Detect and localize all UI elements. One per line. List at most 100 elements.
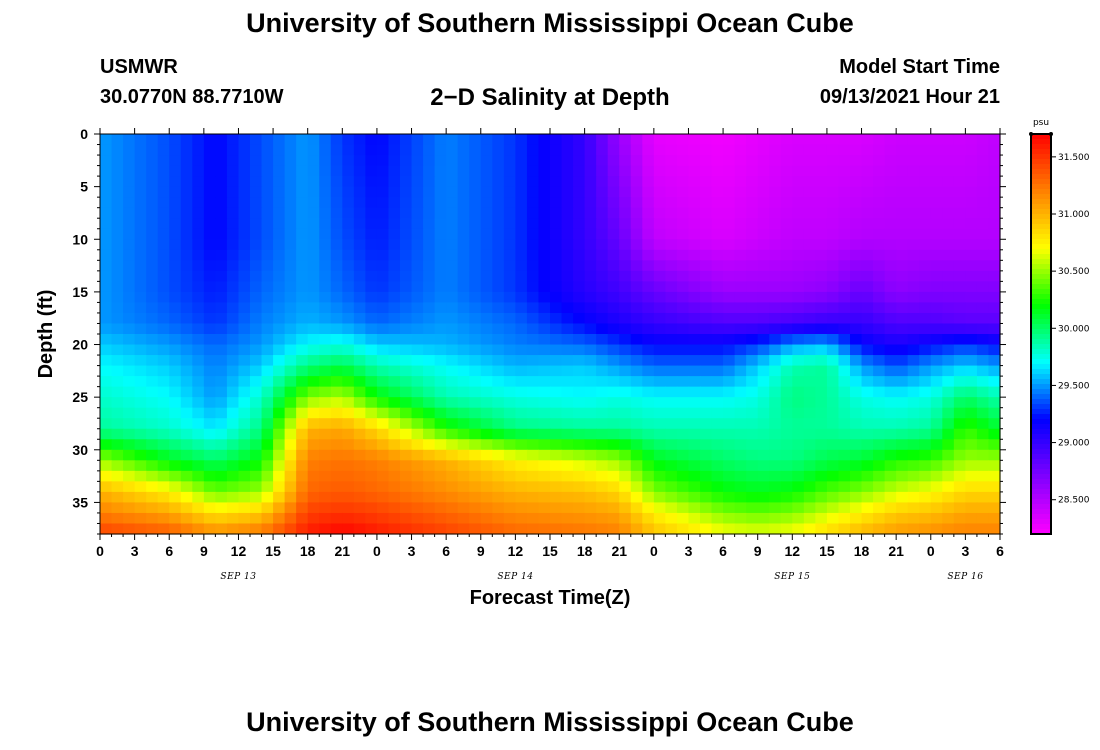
heatmap-cell xyxy=(676,449,690,461)
heatmap-cell xyxy=(123,134,136,146)
heatmap-cell xyxy=(457,397,470,409)
heatmap-cell xyxy=(803,155,816,167)
heatmap-cell xyxy=(284,260,297,272)
heatmap-cell xyxy=(861,386,874,398)
colorbar-segment xyxy=(1031,434,1051,440)
heatmap-cell xyxy=(446,449,459,461)
heatmap-cell xyxy=(953,302,966,314)
heatmap-cell xyxy=(157,291,170,304)
heatmap-cell xyxy=(284,418,297,430)
heatmap-cell xyxy=(192,197,205,209)
heatmap-cell xyxy=(503,407,516,419)
heatmap-cell xyxy=(423,260,436,272)
heatmap-cell xyxy=(307,365,320,377)
heatmap-cell xyxy=(215,334,228,346)
heatmap-cell xyxy=(596,291,609,304)
heatmap-cell xyxy=(123,228,136,240)
heatmap-cell xyxy=(873,449,886,461)
heatmap-cell xyxy=(342,334,355,346)
heatmap-cell xyxy=(630,323,643,335)
heatmap-cell xyxy=(123,323,136,335)
heatmap-cell xyxy=(111,323,124,335)
heatmap-cell xyxy=(526,312,540,325)
heatmap-cell xyxy=(526,439,540,451)
heatmap-cell xyxy=(769,302,782,314)
heatmap-cell xyxy=(469,334,482,346)
heatmap-cell xyxy=(561,512,574,525)
heatmap-cell xyxy=(365,470,378,482)
heatmap-cell xyxy=(365,260,378,272)
heatmap-cell xyxy=(942,312,955,325)
heatmap-cell xyxy=(538,186,551,198)
heatmap-cell xyxy=(434,228,447,240)
heatmap-cell xyxy=(746,291,759,304)
heatmap-cell xyxy=(342,270,355,282)
heatmap-cell xyxy=(457,134,470,146)
heatmap-cell xyxy=(330,197,343,209)
heatmap-cell xyxy=(688,270,701,282)
heatmap-cell xyxy=(203,197,216,209)
heatmap-cell xyxy=(676,312,690,325)
heatmap-cell xyxy=(584,323,597,335)
heatmap-cell xyxy=(711,270,724,282)
heatmap-cell xyxy=(769,291,782,304)
heatmap-cell xyxy=(596,270,609,282)
heatmap-cell xyxy=(180,207,193,219)
heatmap-cell xyxy=(873,344,886,356)
heatmap-cell xyxy=(446,239,459,251)
heatmap-cell xyxy=(480,365,493,377)
heatmap-cell xyxy=(700,460,713,472)
heatmap-cell xyxy=(953,386,966,398)
heatmap-cell xyxy=(711,207,724,219)
heatmap-cell xyxy=(561,376,574,388)
heatmap-cell xyxy=(365,165,378,177)
heatmap-cell xyxy=(723,249,736,261)
heatmap-cell xyxy=(988,449,1001,461)
colorbar-segment xyxy=(1031,389,1051,395)
colorbar-segment xyxy=(1031,334,1051,340)
heatmap-cell xyxy=(838,291,851,304)
heatmap-cell xyxy=(896,323,909,335)
heatmap-cell xyxy=(353,386,366,398)
heatmap-cell xyxy=(826,134,840,146)
heatmap-cell xyxy=(976,249,990,261)
heatmap-cell xyxy=(757,407,770,419)
heatmap-cell xyxy=(192,449,205,461)
heatmap-cell xyxy=(226,260,240,272)
heatmap-cell xyxy=(307,470,320,482)
heatmap-cell xyxy=(700,344,713,356)
heatmap-cell xyxy=(607,176,620,188)
heatmap-cell xyxy=(584,281,597,293)
heatmap-cell xyxy=(123,312,136,325)
heatmap-cell xyxy=(388,312,401,325)
heatmap-cell xyxy=(411,228,424,240)
heatmap-cell xyxy=(180,323,193,335)
heatmap-cell xyxy=(215,165,228,177)
heatmap-cell xyxy=(250,134,263,146)
heatmap-cell xyxy=(238,502,251,514)
heatmap-cell xyxy=(953,291,966,304)
heatmap-cell xyxy=(630,228,643,240)
heatmap-cell xyxy=(757,344,770,356)
heatmap-cell xyxy=(100,418,113,430)
heatmap-cell xyxy=(919,439,932,451)
heatmap-cell xyxy=(423,176,436,188)
heatmap-cell xyxy=(400,344,413,356)
heatmap-cell xyxy=(838,365,851,377)
heatmap-cell xyxy=(826,460,840,472)
heatmap-cell xyxy=(411,502,424,514)
heatmap-cell xyxy=(630,365,643,377)
heatmap-cell xyxy=(965,407,978,419)
heatmap-cell xyxy=(619,165,632,177)
heatmap-cell xyxy=(976,439,990,451)
heatmap-cell xyxy=(526,218,540,230)
colorbar-segment xyxy=(1031,524,1051,530)
heatmap-cell xyxy=(330,397,343,409)
heatmap-cell xyxy=(123,165,136,177)
heatmap-cell xyxy=(492,155,505,167)
heatmap-cell xyxy=(803,397,816,409)
heatmap-cell xyxy=(238,439,251,451)
heatmap-cell xyxy=(526,481,540,493)
heatmap-cell xyxy=(550,239,563,251)
heatmap-cell xyxy=(665,397,678,409)
